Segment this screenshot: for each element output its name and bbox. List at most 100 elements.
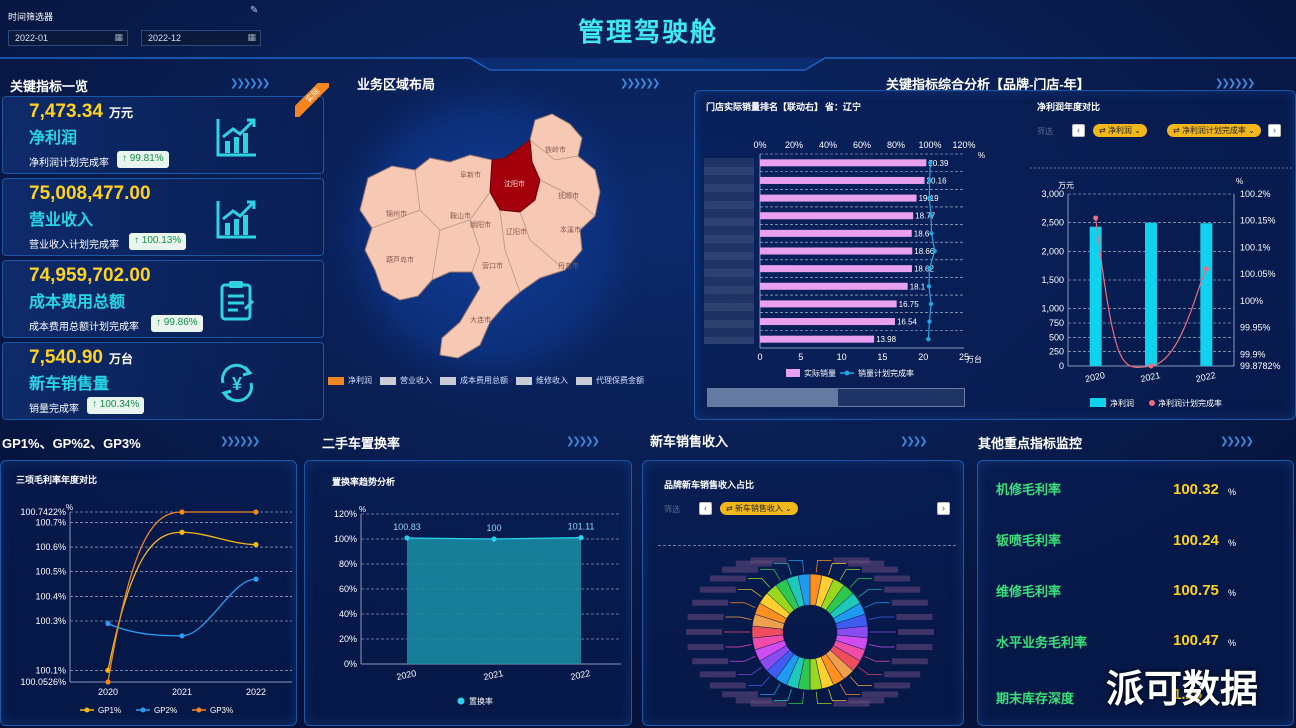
pie-leader-line bbox=[788, 691, 805, 704]
map-city-label: 葫芦岛市 bbox=[386, 255, 414, 264]
chevron-decor: ❯❯❯❯❯❯ bbox=[620, 78, 660, 89]
used-car-area-chart[interactable]: % 0% 20% 40% 60% 80% 100% 120% 100.83 100 101.11 20… bbox=[305, 500, 631, 726]
bar bbox=[760, 176, 925, 184]
prev-button[interactable]: ‹ bbox=[1072, 124, 1085, 137]
filter-label: 筛选 bbox=[664, 505, 680, 514]
pie-leader-line bbox=[868, 616, 895, 620]
y-tick-label: 2,000 bbox=[1041, 246, 1064, 256]
pie-leader-line bbox=[747, 578, 771, 588]
monitor-name: 水平业务毛利率 bbox=[996, 635, 1088, 650]
y-tick-label: 120% bbox=[334, 509, 357, 519]
series-point bbox=[253, 576, 259, 582]
pie-leader-line bbox=[858, 666, 883, 675]
pie-label-blur bbox=[735, 697, 772, 704]
tag-new-car-revenue[interactable]: ⇄ 新车销售收入 ⌄ bbox=[720, 502, 798, 515]
watermark: 派可数据 bbox=[1106, 669, 1259, 711]
series-line bbox=[107, 531, 257, 671]
store-ranking-title: 门店实际销量排名【联动右】 bbox=[706, 102, 824, 112]
pie-leader-line bbox=[773, 563, 792, 576]
bar-value-label: 18.66 bbox=[914, 247, 935, 256]
scrollbar-thumb[interactable] bbox=[708, 389, 838, 406]
filter-settings-icon[interactable]: ✎ bbox=[250, 5, 259, 16]
monitor-section-title: 其他重点指标监控 bbox=[978, 436, 1083, 451]
legend-swatch bbox=[844, 370, 850, 376]
x-tick-label: 2020 bbox=[1084, 370, 1106, 384]
map-city-labels: 铁岭市 阜新市 沈阳市 抚顺市 锦州市 鞍山市 本溪市 朝阳市 辽阳市 葫芦岛市… bbox=[386, 145, 581, 324]
map-city-label: 丹东市 bbox=[558, 261, 579, 270]
pie-leader-line bbox=[868, 644, 895, 648]
liaoning-map[interactable]: 铁岭市 阜新市 沈阳市 抚顺市 锦州市 鞍山市 本溪市 朝阳市 辽阳市 葫芦岛市… bbox=[320, 100, 650, 370]
pie-leader-line bbox=[737, 666, 762, 675]
chevron-decor: ❯❯❯❯❯❯ bbox=[1215, 78, 1255, 89]
pie-label-blur bbox=[687, 643, 724, 650]
bar bbox=[760, 265, 912, 273]
series-point bbox=[179, 529, 185, 535]
y-tick-label: 1,500 bbox=[1041, 275, 1064, 285]
tag-net-profit[interactable]: ⇄ 净利润 ⌄ bbox=[1093, 124, 1147, 137]
y-tick-label: 100.3% bbox=[35, 616, 66, 626]
bar-value-label: 18.1 bbox=[910, 282, 926, 291]
pie-label-blur bbox=[750, 700, 787, 707]
legend-label: GP2% bbox=[154, 706, 177, 715]
legend-swatch bbox=[1149, 400, 1155, 406]
net-profit-chart[interactable]: 万元 % 0 250 500 750 1,000 1,500 2,000 2,500 3,000 99… bbox=[1030, 160, 1292, 412]
rate-point bbox=[927, 319, 932, 324]
bar-value-label: 18.6 bbox=[914, 229, 930, 238]
y-tick-label: 100.7422% bbox=[20, 507, 66, 517]
legend-cost[interactable]: 成本费用总额 bbox=[440, 375, 508, 386]
gp-section-title: GP1%、GP%2、GP3% bbox=[2, 436, 141, 451]
y-tick-label: 60% bbox=[339, 584, 357, 594]
legend-net-profit[interactable]: 净利润 bbox=[328, 375, 372, 386]
pie-label-blur bbox=[862, 566, 898, 573]
pie-leader-line bbox=[730, 602, 756, 608]
date-end-input[interactable]: 2022-12 ▦ bbox=[141, 30, 261, 46]
legend-repair-income[interactable]: 维修收入 bbox=[516, 375, 568, 386]
legend-premium[interactable]: 代理保费金额 bbox=[576, 375, 644, 386]
kpi-sub-label: 营业收入计划完成率 bbox=[29, 240, 119, 251]
tag-net-profit-rate[interactable]: ⇄ 净利润计划完成率 ⌄ bbox=[1167, 124, 1261, 137]
brand-revenue-donut[interactable] bbox=[660, 552, 960, 722]
series-point bbox=[105, 620, 111, 627]
y-tick-label: 100.1% bbox=[35, 665, 66, 675]
y-tick-label: 80% bbox=[339, 559, 357, 569]
pie-leader-line bbox=[737, 589, 762, 598]
x-tick-label: 0 bbox=[757, 352, 762, 362]
x-tick-label: 2021 bbox=[483, 668, 505, 682]
bar-value-label: 16.54 bbox=[897, 318, 918, 327]
rate-point bbox=[1093, 215, 1099, 221]
bar bbox=[760, 229, 912, 237]
chevron-decor: ❯❯❯❯❯❯ bbox=[220, 436, 260, 447]
prev-button[interactable]: ‹ bbox=[699, 502, 712, 515]
date-start-input[interactable]: 2022-01 ▦ bbox=[8, 30, 128, 46]
kpi-sub-label: 净利润计划完成率 bbox=[29, 158, 109, 169]
calendar-icon[interactable]: ▦ bbox=[247, 32, 256, 42]
map-city-label: 铁岭市 bbox=[545, 145, 566, 154]
gp-line-chart[interactable]: % 100.0526% 100.1% 100.3% 100.4% 100.5% 100.6%… bbox=[0, 500, 296, 726]
time-filter-label: 时间筛选器 bbox=[8, 12, 54, 22]
page-title: 管理驾驶舱 bbox=[577, 17, 718, 47]
pie-leader-line bbox=[839, 683, 860, 695]
used-car-chart-title: 置换率趋势分析 bbox=[332, 477, 396, 487]
pie-label-blur bbox=[722, 566, 758, 573]
pie-label-blur bbox=[848, 697, 885, 704]
kpi-card-net-profit[interactable]: 7,473.34 万元 净利润 净利润计划完成率 ↑ 99.81% 实际 bbox=[2, 83, 329, 174]
calendar-icon[interactable]: ▦ bbox=[114, 32, 123, 42]
bar bbox=[760, 300, 897, 308]
monitor-unit: % bbox=[1228, 538, 1237, 548]
next-button[interactable]: › bbox=[937, 502, 950, 515]
date-end-value: 2022-12 bbox=[148, 33, 182, 43]
pie-leader-line bbox=[730, 656, 756, 662]
pie-label-blur bbox=[884, 671, 921, 678]
legend-revenue[interactable]: 营业收入 bbox=[380, 375, 432, 386]
svg-text:¥: ¥ bbox=[232, 374, 242, 394]
next-button[interactable]: › bbox=[1268, 124, 1281, 137]
kpi-card-cost[interactable]: 74,959,702.00 成本费用总额 成本费用总额计划完成率 ↑ 99.86… bbox=[2, 260, 324, 338]
map-legend[interactable]: 净利润 营业收入 成本费用总额 维修收入 代理保费金额 bbox=[328, 375, 668, 387]
ranking-scrollbar[interactable] bbox=[707, 388, 965, 407]
growth-chart-icon bbox=[216, 200, 256, 239]
kpi-card-revenue[interactable]: 75,008,477.00 营业收入 营业收入计划完成率 ↑ 100.13% bbox=[2, 178, 324, 256]
monitor-value: 1.26 bbox=[1173, 686, 1203, 703]
growth-chart-icon bbox=[216, 118, 256, 157]
kpi-card-new-car-sales[interactable]: 7,540.90 万台 新车销售量 销量完成率 ↑ 100.34% ¥ bbox=[2, 342, 324, 420]
